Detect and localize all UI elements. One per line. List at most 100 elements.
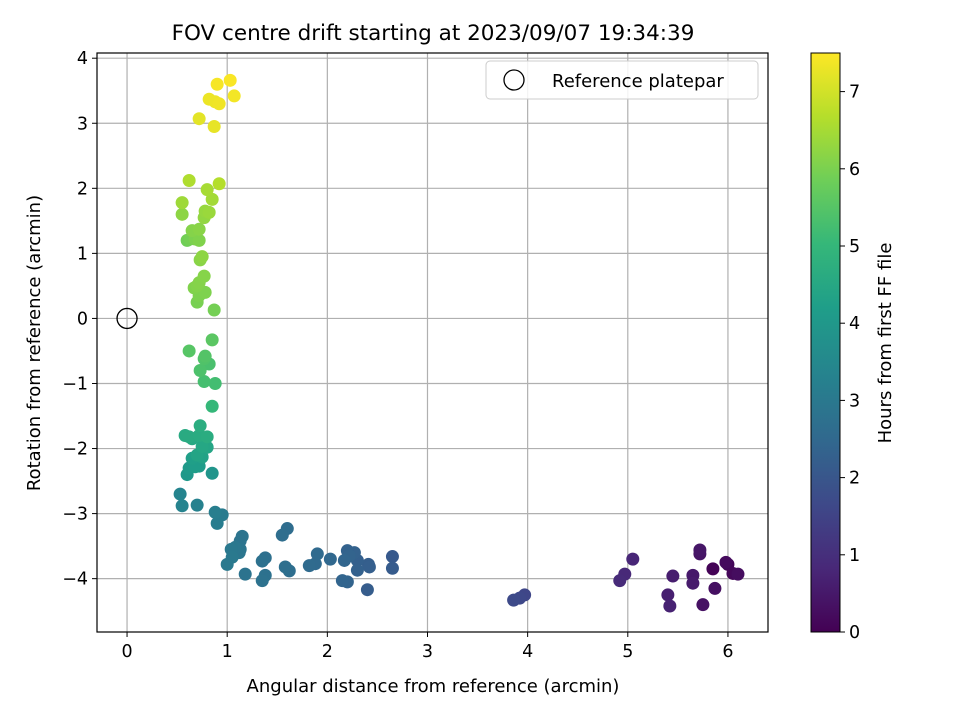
y-tick-label: −1 [62, 374, 88, 394]
data-point [190, 498, 204, 512]
data-point [238, 567, 252, 581]
data-point [182, 174, 196, 188]
colorbar-tick-label: 2 [849, 469, 860, 489]
data-point [227, 89, 241, 103]
colorbar-tick-label: 0 [849, 623, 860, 643]
data-point [220, 557, 234, 571]
data-point [173, 487, 187, 501]
data-point [255, 554, 269, 568]
data-point [661, 588, 675, 602]
data-point [719, 555, 733, 569]
data-point [195, 440, 209, 454]
data-point [335, 574, 349, 588]
y-tick-label: −2 [62, 440, 88, 460]
data-point [210, 516, 224, 530]
x-tick-label: 4 [522, 642, 533, 662]
data-point [205, 466, 219, 480]
data-point [708, 581, 722, 595]
data-point [212, 97, 226, 111]
data-point [200, 430, 214, 444]
data-point [175, 196, 189, 210]
data-point [360, 583, 374, 597]
data-point [626, 552, 640, 566]
data-point [613, 574, 627, 588]
data-point [200, 183, 214, 197]
data-point [310, 547, 324, 561]
legend-box [485, 60, 759, 100]
data-point [255, 574, 269, 588]
colorbar [810, 52, 841, 633]
y-tick-label: 4 [77, 49, 88, 69]
data-point [202, 205, 216, 219]
x-tick-label: 0 [121, 642, 132, 662]
data-point [302, 559, 316, 573]
x-tick-label: 2 [322, 642, 333, 662]
colorbar-ticks: 0 1 2 3 4 5 6 7 [840, 83, 860, 643]
data-point [507, 593, 521, 607]
data-point [208, 376, 222, 390]
y-tick-label: 1 [77, 244, 88, 264]
data-point [223, 73, 237, 87]
chart-title: FOV centre drift starting at 2023/09/07 … [172, 21, 695, 46]
y-axis-label: Rotation from reference (arcmin) [24, 195, 45, 491]
data-point [182, 344, 196, 358]
data-point [666, 569, 680, 583]
data-point [205, 399, 219, 413]
data-point [731, 567, 745, 581]
data-point [192, 233, 206, 247]
data-point [278, 560, 292, 574]
data-point [350, 563, 364, 577]
data-point [195, 250, 209, 264]
data-point [337, 553, 351, 567]
y-tick-label: 3 [77, 114, 88, 134]
y-tick-label: −4 [62, 570, 88, 590]
data-point [175, 499, 189, 513]
data-point [207, 120, 221, 134]
data-point [205, 333, 219, 347]
axes-frame [96, 52, 769, 633]
legend: Reference platepar [485, 60, 759, 100]
legend-label-reference: Reference platepar [552, 71, 724, 92]
data-point [323, 552, 337, 566]
data-point [205, 192, 219, 206]
colorbar-tick-label: 5 [849, 237, 860, 257]
y-tick-label: 2 [77, 179, 88, 199]
data-point [193, 363, 207, 377]
colorbar-tick-label: 1 [849, 546, 860, 566]
data-point [706, 562, 720, 576]
data-point [182, 430, 196, 444]
data-point [696, 598, 710, 612]
y-tick-label: −3 [62, 505, 88, 525]
colorbar-tick-label: 4 [849, 314, 860, 334]
data-point [275, 528, 289, 542]
x-tick-label: 5 [622, 642, 633, 662]
colorbar-tick-label: 6 [849, 160, 860, 180]
colorbar-tick-label: 7 [849, 83, 860, 103]
colorbar-label: Hours from first FF file [875, 243, 896, 444]
data-point [362, 560, 376, 574]
data-point [175, 207, 189, 221]
data-point [686, 576, 700, 590]
data-point [207, 303, 221, 317]
data-point [212, 177, 226, 191]
data-point [208, 505, 222, 519]
data-point [210, 77, 224, 91]
x-tick-label: 1 [222, 642, 233, 662]
data-point [197, 375, 211, 389]
data-point [385, 550, 399, 564]
data-point [193, 419, 207, 433]
x-tick-label: 6 [722, 642, 733, 662]
legend-marker-reference [503, 69, 525, 91]
reference-point-marker [116, 307, 138, 330]
data-point [693, 543, 707, 557]
x-axis-label: Angular distance from reference (arcmin) [247, 676, 620, 697]
data-point [192, 112, 206, 126]
x-tick-label: 3 [422, 642, 433, 662]
data-point [663, 599, 677, 613]
data-point [198, 349, 212, 363]
data-point [197, 269, 211, 283]
colorbar-tick-label: 3 [849, 391, 860, 411]
data-point [192, 222, 206, 236]
plot-area: 0 1 2 3 4 5 6 −4 −3 −2 −1 0 1 2 3 4 [62, 49, 768, 662]
